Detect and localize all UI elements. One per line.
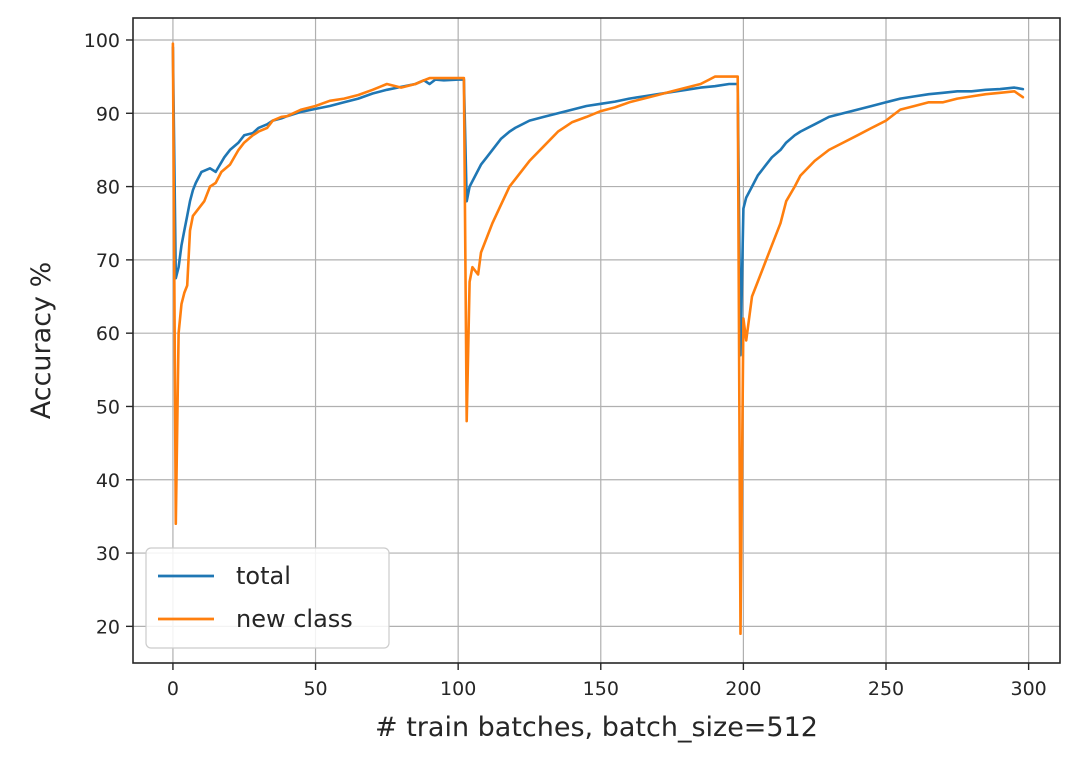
legend: total new class <box>145 547 390 649</box>
y-axis-label: Accuracy % <box>26 262 57 420</box>
x-tick-label-150: 150 <box>583 678 619 700</box>
legend-label-new-class: new class <box>236 605 353 633</box>
x-tick-label-0: 0 <box>167 678 179 700</box>
legend-label-total: total <box>236 562 291 590</box>
x-tick-label-50: 50 <box>303 678 327 700</box>
y-tick-label-60: 60 <box>96 323 120 345</box>
plot-frame <box>132 17 1061 664</box>
y-tick-label-70: 70 <box>96 250 120 272</box>
x-axis: 0 50 100 150 200 250 300 <box>167 663 1047 700</box>
y-axis: 20 30 40 50 60 70 80 90 100 <box>84 30 133 638</box>
legend-box <box>145 547 390 649</box>
y-tick-label-30: 30 <box>96 543 120 565</box>
y-tick-label-40: 40 <box>96 470 120 492</box>
y-tick-label-100: 100 <box>84 30 120 52</box>
y-tick-label-80: 80 <box>96 177 120 199</box>
y-tick-label-20: 20 <box>96 616 120 638</box>
y-tick-label-50: 50 <box>96 396 120 418</box>
y-tick-label-90: 90 <box>96 103 120 125</box>
x-tick-label-250: 250 <box>868 678 904 700</box>
x-tick-label-200: 200 <box>725 678 761 700</box>
series-layer <box>171 42 1025 635</box>
x-tick-label-300: 300 <box>1010 678 1046 700</box>
series-line-total <box>171 46 1025 357</box>
x-axis-label: # train batches, batch_size=512 <box>375 712 818 743</box>
series-line-new-class <box>171 42 1025 635</box>
x-tick-label-100: 100 <box>440 678 476 700</box>
